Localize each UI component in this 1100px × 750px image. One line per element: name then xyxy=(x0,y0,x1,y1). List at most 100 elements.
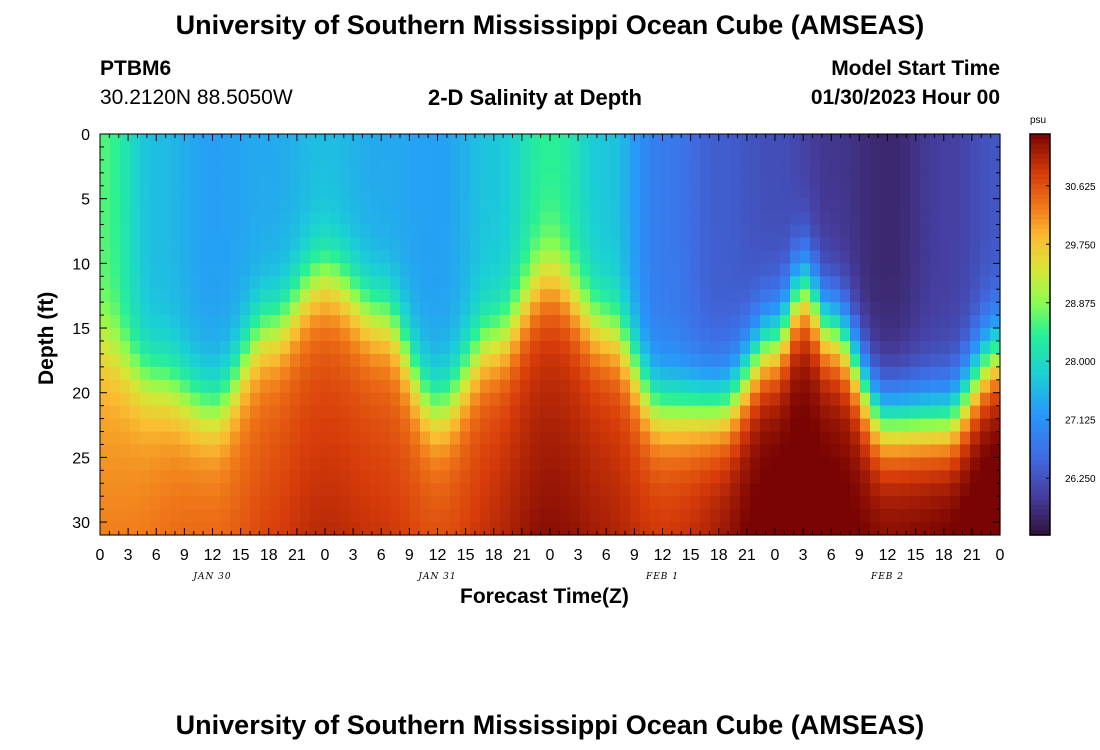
heatmap-cell xyxy=(410,159,421,174)
heatmap-cell xyxy=(820,211,831,226)
heatmap-cell xyxy=(160,289,171,303)
colorbar-swatch xyxy=(1030,299,1050,306)
heatmap-cell xyxy=(180,483,191,497)
heatmap-cell xyxy=(300,198,311,213)
heatmap-cell xyxy=(660,302,671,316)
colorbar-swatch xyxy=(1030,139,1050,145)
heatmap-cell xyxy=(230,405,241,420)
heatmap-cell xyxy=(110,392,121,407)
heatmap-cell xyxy=(540,379,551,394)
heatmap-cell xyxy=(330,315,341,329)
heatmap-cell xyxy=(110,172,121,187)
heatmap-cell xyxy=(350,328,361,342)
heatmap-cell xyxy=(330,509,341,523)
heatmap-cell xyxy=(430,263,441,277)
heatmap-cell xyxy=(690,211,701,226)
heatmap-cell xyxy=(840,405,851,420)
heatmap-cell xyxy=(870,289,881,303)
heatmap-cell xyxy=(540,444,551,458)
heatmap-cell xyxy=(410,509,421,523)
heatmap-cell xyxy=(270,276,281,290)
heatmap-cell xyxy=(550,431,561,446)
y-tick-label: 25 xyxy=(72,450,90,467)
heatmap-cell xyxy=(900,211,911,226)
heatmap-cell xyxy=(480,457,491,471)
heatmap-cell xyxy=(290,392,301,407)
heatmap-cell xyxy=(750,509,761,523)
heatmap-cell xyxy=(720,237,731,252)
heatmap-cell xyxy=(180,353,191,368)
heatmap-cell xyxy=(910,470,921,484)
heatmap-cell xyxy=(210,198,221,213)
heatmap-cell xyxy=(740,134,751,148)
heatmap-cell xyxy=(190,431,201,446)
heatmap-cell xyxy=(520,431,531,446)
heatmap-cell xyxy=(970,211,981,226)
heatmap-cell xyxy=(300,159,311,174)
heatmap-cell xyxy=(300,276,311,290)
model-start-value: 01/30/2023 Hour 00 xyxy=(810,86,1000,109)
heatmap-cell xyxy=(560,185,571,200)
heatmap-cell xyxy=(170,509,181,523)
heatmap-cell xyxy=(800,172,811,187)
heatmap-cell xyxy=(770,146,781,161)
heatmap-cell xyxy=(360,237,371,252)
heatmap-cell xyxy=(860,276,871,290)
heatmap-cell xyxy=(750,392,761,407)
heatmap-cell xyxy=(140,159,151,174)
heatmap-cell xyxy=(600,470,611,484)
heatmap-cell xyxy=(810,211,821,226)
heatmap-cell xyxy=(960,522,971,536)
x-tick-label: 9 xyxy=(180,547,189,564)
heatmap-cell xyxy=(180,302,191,316)
heatmap-cell xyxy=(890,340,901,355)
heatmap-cell xyxy=(110,328,121,342)
heatmap-cell xyxy=(440,379,451,394)
heatmap-cell xyxy=(920,211,931,226)
heatmap-cell xyxy=(300,470,311,484)
heatmap-cell xyxy=(330,146,341,161)
heatmap-cell xyxy=(770,250,781,264)
heatmap-cell xyxy=(360,418,371,433)
heatmap-cell xyxy=(160,444,171,458)
heatmap-cell xyxy=(720,444,731,458)
heatmap-cell xyxy=(330,159,341,174)
heatmap-cell xyxy=(670,483,681,497)
heatmap-cell xyxy=(520,444,531,458)
heatmap-cell xyxy=(930,431,941,446)
heatmap-cell xyxy=(770,457,781,471)
heatmap-cell xyxy=(640,315,651,329)
heatmap-cell xyxy=(580,224,591,239)
heatmap-cell xyxy=(260,289,271,303)
heatmap-cell xyxy=(500,276,511,290)
heatmap-cell xyxy=(850,353,861,368)
heatmap-cell xyxy=(330,340,341,355)
heatmap-cell xyxy=(970,224,981,239)
heatmap-cell xyxy=(100,289,111,303)
heatmap-cell xyxy=(210,522,221,536)
heatmap-cell xyxy=(690,379,701,394)
heatmap-cell xyxy=(450,211,461,226)
heatmap-cell xyxy=(520,276,531,290)
heatmap-cell xyxy=(180,315,191,329)
heatmap-cell xyxy=(190,483,201,497)
heatmap-cell xyxy=(270,159,281,174)
heatmap-cell xyxy=(570,224,581,239)
heatmap-cell xyxy=(970,315,981,329)
heatmap-cell xyxy=(210,405,221,420)
heatmap-cell xyxy=(290,276,301,290)
heatmap-cell xyxy=(230,146,241,161)
heatmap-cell xyxy=(970,185,981,200)
heatmap-cell xyxy=(470,159,481,174)
heatmap-cell xyxy=(820,263,831,277)
heatmap-cell xyxy=(710,211,721,226)
heatmap-cell xyxy=(500,522,511,536)
heatmap-cell xyxy=(650,250,661,264)
heatmap-cell xyxy=(940,198,951,213)
heatmap-cell xyxy=(760,289,771,303)
heatmap-cell xyxy=(600,289,611,303)
heatmap-cell xyxy=(400,263,411,277)
heatmap-cell xyxy=(960,328,971,342)
heatmap-cell xyxy=(760,470,771,484)
heatmap-cell xyxy=(350,340,361,355)
